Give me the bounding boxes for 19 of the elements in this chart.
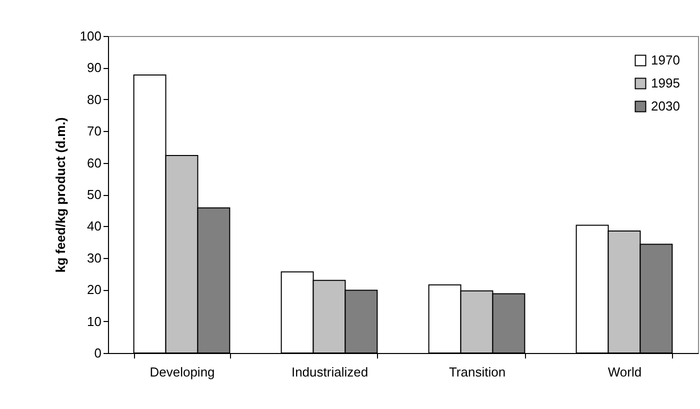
- y-tick-label: 0: [94, 346, 102, 360]
- x-tick-label: Industrialized: [291, 364, 368, 380]
- y-tick-label: 70: [87, 124, 102, 139]
- y-tick-label: 40: [87, 218, 102, 234]
- x-tick-label: World: [608, 364, 642, 380]
- y-tick-label: 10: [87, 314, 102, 329]
- y-tick-label: 20: [87, 282, 102, 298]
- x-tick-label: Developing: [150, 364, 215, 380]
- y-tick-label: 30: [87, 250, 102, 266]
- legend-label: 1995: [651, 76, 680, 90]
- legend-label: 1970: [651, 52, 680, 68]
- y-axis-title: kg feed/kg product (d.m.): [52, 117, 68, 273]
- y-tick-label: 100: [80, 28, 102, 44]
- y-tick-label: 90: [87, 60, 102, 76]
- y-tick-label: 80: [87, 92, 102, 107]
- legend-label: 2030: [651, 98, 680, 114]
- y-tick-label: 60: [87, 155, 102, 170]
- y-tick-label: 50: [87, 187, 102, 202]
- x-tick-label: Transition: [448, 364, 506, 380]
